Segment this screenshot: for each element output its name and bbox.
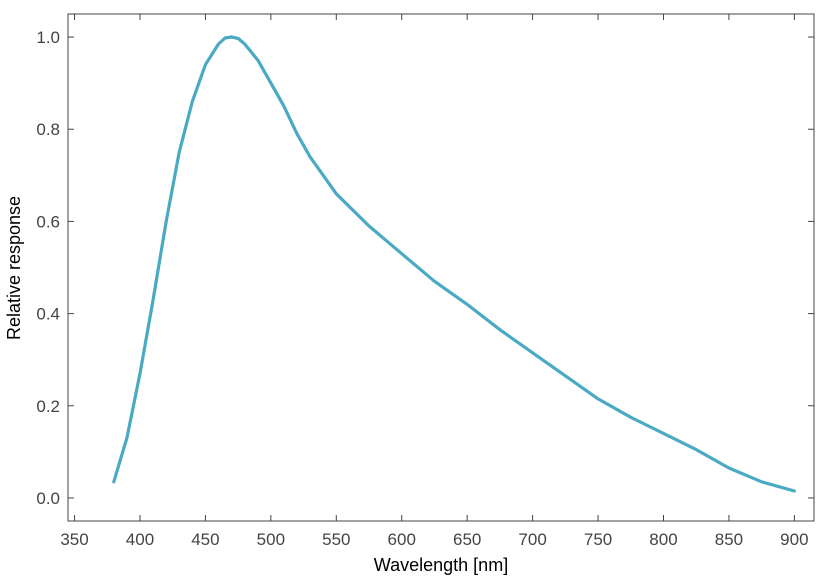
x-tick-label: 500 — [257, 530, 285, 549]
y-axis-label: Relative response — [4, 196, 24, 340]
x-tick-label: 550 — [322, 530, 350, 549]
y-axis-ticks: 0.0 0.2 0.4 0.6 0.8 1.0 — [36, 28, 814, 508]
x-tick-label: 650 — [453, 530, 481, 549]
x-axis-label: Wavelength [nm] — [374, 555, 508, 575]
y-tick-label: 0.2 — [36, 397, 60, 416]
x-tick-label: 800 — [649, 530, 677, 549]
y-tick-label: 0.8 — [36, 120, 60, 139]
x-tick-label: 850 — [715, 530, 743, 549]
x-tick-label: 350 — [60, 530, 88, 549]
x-axis-ticks: 350 400 450 500 550 600 650 700 750 800 850 900 — [60, 14, 809, 549]
x-tick-label: 700 — [518, 530, 546, 549]
response-curve — [112, 35, 796, 493]
y-tick-label: 0.4 — [36, 305, 60, 324]
y-tick-label: 0.0 — [36, 489, 60, 508]
x-tick-label: 900 — [780, 530, 808, 549]
axes-frame — [67, 13, 815, 522]
y-tick-label: 0.6 — [36, 212, 60, 231]
plot-area — [67, 13, 815, 522]
x-tick-label: 750 — [584, 530, 612, 549]
x-tick-label: 400 — [126, 530, 154, 549]
x-tick-label: 450 — [191, 530, 219, 549]
y-tick-label: 1.0 — [36, 28, 60, 47]
x-tick-label: 600 — [388, 530, 416, 549]
